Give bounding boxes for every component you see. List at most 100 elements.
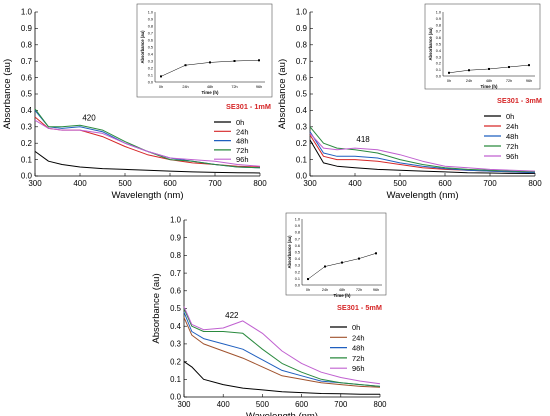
y-tick-label: 0.5 <box>170 304 182 313</box>
inset-point <box>324 265 326 268</box>
legend-label: 24h <box>352 333 365 342</box>
x-tick-label: 800 <box>253 179 267 188</box>
inset-y-tick-label: 0.3 <box>436 55 441 59</box>
x-tick-label: 500 <box>256 400 270 409</box>
x-tick-label: 600 <box>438 179 452 188</box>
legend-label: 48h <box>506 132 519 141</box>
legend-label: 96h <box>236 155 249 164</box>
series-line-96h <box>309 133 536 172</box>
y-tick-label: 0.1 <box>170 375 181 384</box>
inset-y-tick-label: 1.0 <box>148 11 153 15</box>
inset-x-tick-label: 72h <box>356 288 362 292</box>
y-tick-label: 0.6 <box>170 287 181 296</box>
x-tick-label: 300 <box>28 179 42 188</box>
inset-y-tick-label: 0.5 <box>295 251 300 255</box>
inset-x-tick-label: 96h <box>526 79 532 83</box>
x-tick-label: 700 <box>483 179 497 188</box>
inset-point <box>528 64 530 67</box>
y-tick-label: 1.0 <box>21 8 33 17</box>
inset-point <box>448 71 450 74</box>
series-line-0h <box>309 139 536 174</box>
y-tick-label: 0.8 <box>170 251 181 260</box>
x-tick-label: 800 <box>373 400 387 409</box>
series-line-0h <box>34 150 261 174</box>
inset-y-tick-label: 0.7 <box>295 237 300 241</box>
series-line-96h <box>34 119 261 167</box>
legend-label: 72h <box>352 354 365 363</box>
inset-y-tick-label: 0.9 <box>295 224 300 228</box>
inset-x-tick-label: 24h <box>182 85 188 89</box>
inset-y-tick-label: 0.8 <box>295 231 300 235</box>
inset-y-tick-label: 0.6 <box>295 244 300 248</box>
y-tick-label: 0.1 <box>21 155 33 164</box>
series-line-96h <box>183 306 381 385</box>
inset-point <box>233 60 236 62</box>
inset-x-tick-label: 72h <box>231 85 237 89</box>
inset-y-tick-label: 0.5 <box>148 46 153 50</box>
x-tick-label: 400 <box>73 179 87 188</box>
x-axis-label: Wavelength (nm) <box>112 190 184 201</box>
inset-y-tick-label: 0.2 <box>436 62 441 66</box>
y-tick-label: 0.3 <box>21 123 33 132</box>
y-tick-label: 0.2 <box>170 357 181 366</box>
inset-y-tick-label: 0.7 <box>436 30 441 34</box>
inset-x-tick-label: 24h <box>466 79 472 83</box>
inset-frame <box>424 3 541 90</box>
series-line-72h <box>309 126 536 173</box>
inset-y-axis-label: Absorbance (au) <box>428 27 433 61</box>
inset-y-tick-label: 0.9 <box>436 17 441 21</box>
inset-y-axis-label: Absorbance (au) <box>140 30 145 64</box>
inset-point <box>468 69 470 72</box>
inset-y-tick-label: 0.3 <box>295 264 300 268</box>
inset-chart: 0.0 0.1 0.2 0.3 0.4 0.5 0.6 0.7 0.8 0.9 1.0 0h 24h 48… <box>285 212 387 298</box>
inset-x-axis-label: Time (h) <box>481 84 499 89</box>
x-axis-label: Wavelength (nm) <box>246 411 318 416</box>
peak-annotation: 422 <box>225 311 239 320</box>
x-tick-label: 500 <box>393 179 407 188</box>
inset-y-tick-label: 0.1 <box>148 74 153 78</box>
inset-y-tick-label: 0.8 <box>436 23 441 27</box>
inset-x-tick-label: 48h <box>207 85 213 89</box>
y-tick-label: 0.4 <box>296 106 308 115</box>
y-tick-label: 1.0 <box>296 8 308 17</box>
inset-point <box>160 75 162 78</box>
y-tick-label: 0.6 <box>296 73 308 82</box>
inset-point <box>375 252 377 255</box>
inset-y-tick-label: 1.0 <box>295 218 300 222</box>
legend-label: 48h <box>352 344 365 353</box>
y-tick-label: 0.0 <box>170 393 182 402</box>
inset-chart: 0.0 0.1 0.2 0.3 0.4 0.5 0.6 0.7 0.8 0.9 1.0 0h 24h 48… <box>424 3 541 90</box>
inset-point <box>508 66 510 69</box>
y-tick-label: 0.8 <box>21 41 33 50</box>
sample-tag: SE301 - 1mM <box>226 102 271 111</box>
inset-y-tick-label: 0.2 <box>295 270 300 274</box>
x-tick-label: 400 <box>348 179 362 188</box>
inset-x-tick-label: 96h <box>256 85 262 89</box>
inset-y-tick-label: 0.2 <box>148 67 153 71</box>
inset-point <box>184 64 187 67</box>
inset-y-tick-label: 0.5 <box>436 43 441 47</box>
inset-x-axis-label: Time (h) <box>202 90 220 95</box>
chart-panel-3: 0.0 0.1 0.2 0.3 0.4 0.5 0.6 0.7 0.8 0.9 1.0 300 400 5… <box>151 212 387 416</box>
inset-point <box>209 61 211 64</box>
inset-x-tick-label: 0h <box>306 288 310 292</box>
inset-x-tick-label: 48h <box>486 79 492 83</box>
legend-label: 96h <box>506 152 519 161</box>
legend-label: 48h <box>236 137 249 146</box>
legend-label: 0h <box>236 118 244 127</box>
inset-x-tick-label: 0h <box>447 79 451 83</box>
inset-y-tick-label: 0.4 <box>295 257 300 261</box>
legend-label: 72h <box>506 142 519 151</box>
y-tick-label: 0.1 <box>296 155 308 164</box>
y-tick-label: 0.2 <box>21 139 33 148</box>
y-tick-label: 1.0 <box>170 216 182 225</box>
y-tick-label: 0.2 <box>296 139 308 148</box>
series-line-0h <box>183 361 381 395</box>
chart-panel-2: 0.0 0.1 0.2 0.3 0.4 0.5 0.6 0.7 0.8 0.9 1.0 300 400 5… <box>277 3 542 201</box>
series-line-72h <box>183 308 381 387</box>
inset-frame <box>285 212 387 296</box>
y-axis-label: Absorbance (au) <box>277 59 288 129</box>
x-tick-label: 600 <box>163 179 177 188</box>
inset-point <box>341 261 343 264</box>
